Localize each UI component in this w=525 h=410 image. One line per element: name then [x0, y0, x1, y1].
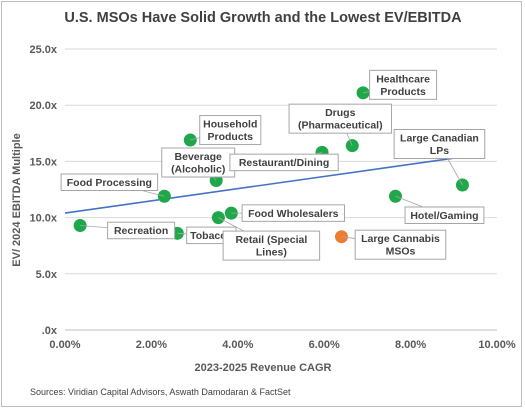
point-label-text: Drugs (Pharmaceutical): [298, 107, 383, 132]
x-tick-label: 4.00%: [222, 339, 253, 351]
label-box: [241, 204, 346, 222]
label-box: [354, 229, 447, 260]
trendline: [64, 156, 463, 214]
y-tick-label: 10.0x: [29, 213, 57, 225]
trendline-group: [64, 156, 463, 214]
point-label: Recreation: [80, 221, 176, 240]
x-tick-label: 6.00%: [309, 339, 340, 351]
label-box: [404, 206, 485, 224]
point-label-text: Hotel/Gaming: [410, 210, 478, 222]
label-box: [288, 103, 392, 134]
label-box: [60, 173, 159, 191]
point-label: Large Canadian LPs: [393, 129, 486, 186]
source-note: Sources: Viridian Capital Advisors, Aswa…: [30, 387, 291, 397]
point-label: Healthcare Products: [363, 69, 438, 100]
axis-ticks: .0x 5.0x 10.0x 15.0x 20.0x 25.0x 0.00% 2.00% 4.0…: [29, 44, 515, 351]
point-label-text: Tobacco: [190, 230, 232, 242]
x-tick-label: 10.00%: [478, 339, 516, 351]
point-labels: Recreation Food Processing Tobacco Househol…: [60, 69, 486, 261]
label-box: [199, 115, 262, 146]
label-box: [222, 230, 321, 261]
point-label: Large Cannabis MSOs: [341, 229, 447, 260]
point-label: Food Wholesalers: [231, 204, 346, 222]
point-label: Restaurant/Dining: [229, 152, 339, 172]
point-label-text: Household Products: [203, 119, 257, 144]
label-box: [107, 221, 176, 240]
y-tick-label: 5.0x: [36, 269, 58, 281]
point-label-text: Retail (Special Lines): [235, 234, 307, 259]
chart-title: U.S. MSOs Have Solid Growth and the Lowe…: [64, 10, 462, 26]
x-axis-label: 2023-2025 Revenue CAGR: [195, 362, 332, 374]
point-label-text: Recreation: [114, 225, 168, 237]
point-label: Drugs (Pharmaceutical): [288, 103, 392, 146]
x-tick-label: 2.00%: [136, 339, 167, 351]
point-label-text: Food Wholesalers: [248, 208, 339, 220]
point-label: Hotel/Gaming: [395, 195, 485, 224]
y-tick-label: 25.0x: [29, 44, 57, 56]
point-label-text: Food Processing: [67, 177, 152, 189]
label-box: [393, 129, 486, 160]
point-label-text: Large Cannabis MSOs: [361, 233, 440, 258]
point-label-text: Restaurant/Dining: [239, 157, 329, 169]
x-tick-label: 8.00%: [395, 339, 426, 351]
point-label-text: Large Canadian LPs: [400, 133, 479, 158]
y-tick-label: 15.0x: [29, 156, 57, 168]
label-box: [229, 153, 339, 172]
point-label: Retail (Special Lines): [218, 217, 321, 261]
gridlines: [65, 48, 497, 331]
y-axis-label: EV/ 2024 EBITDA Multiple: [11, 133, 23, 266]
x-tick-label: 0.00%: [49, 339, 80, 351]
y-tick-label: 20.0x: [29, 100, 57, 112]
point-label-text: Beverage (Alcoholic): [171, 151, 225, 176]
point-label: Food Processing: [60, 173, 165, 197]
y-tick-label: .0x: [42, 325, 58, 337]
point-label: Household Products: [190, 115, 262, 146]
label-box: [161, 147, 236, 178]
point-label-text: Healthcare Products: [376, 73, 430, 98]
point-label: Beverage (Alcoholic): [161, 147, 236, 181]
label-box: [369, 69, 438, 100]
